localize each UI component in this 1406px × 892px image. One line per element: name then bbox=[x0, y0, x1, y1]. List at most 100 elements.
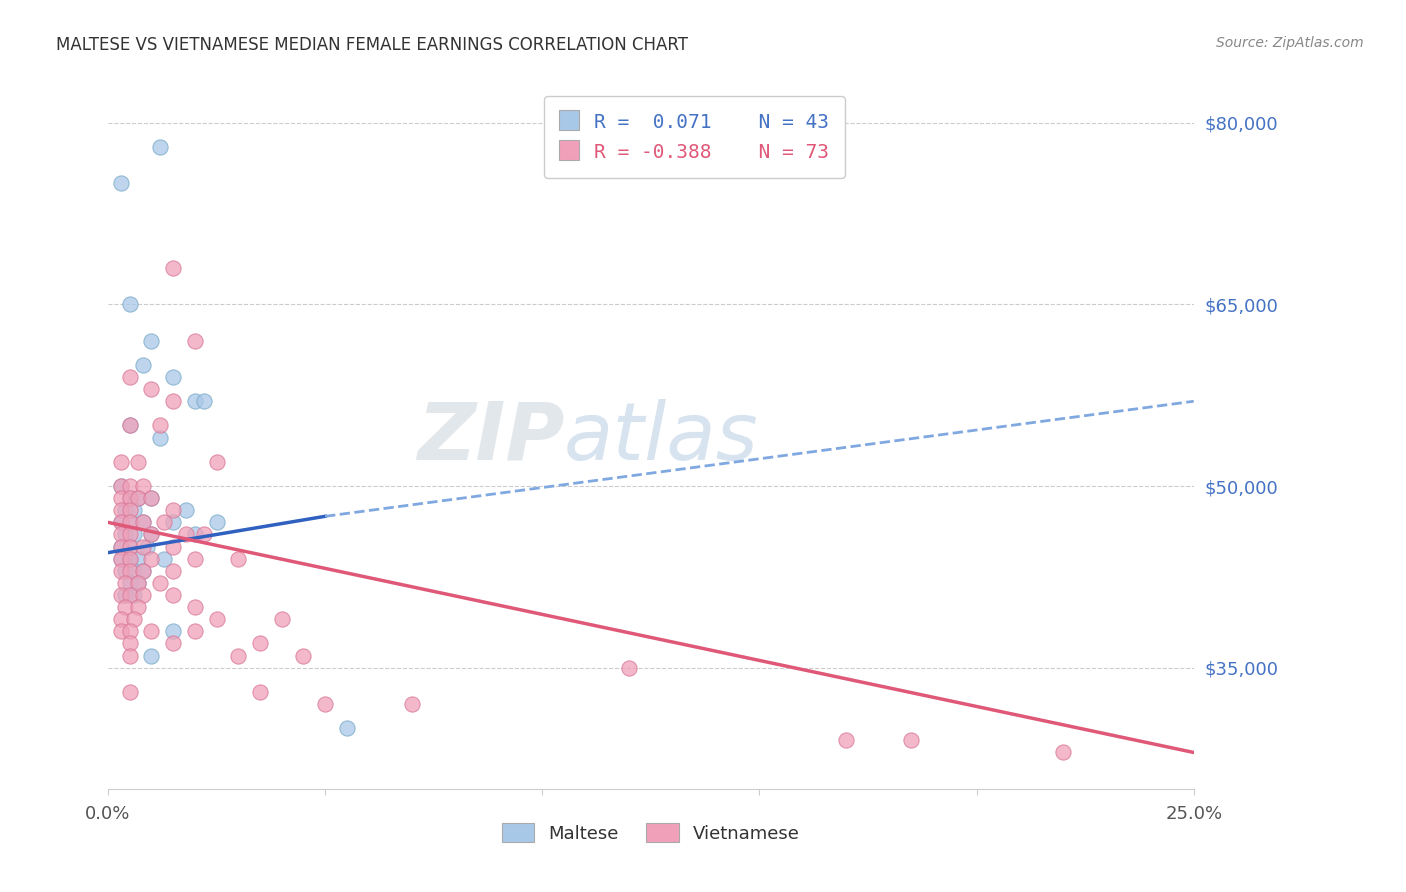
Point bbox=[110, 516, 132, 530]
Point bbox=[149, 575, 172, 590]
Point bbox=[149, 431, 172, 445]
Point bbox=[118, 648, 141, 663]
Point bbox=[132, 516, 155, 530]
Text: MALTESE VS VIETNAMESE MEDIAN FEMALE EARNINGS CORRELATION CHART: MALTESE VS VIETNAMESE MEDIAN FEMALE EARN… bbox=[56, 36, 689, 54]
Point bbox=[118, 418, 141, 433]
Point bbox=[122, 527, 145, 541]
Point bbox=[184, 551, 207, 566]
Point bbox=[226, 551, 249, 566]
Point bbox=[118, 370, 141, 384]
Point bbox=[205, 612, 228, 626]
Point bbox=[132, 516, 155, 530]
Point bbox=[110, 527, 132, 541]
Point bbox=[127, 491, 149, 505]
Point bbox=[184, 394, 207, 409]
Point bbox=[132, 564, 155, 578]
Point bbox=[114, 564, 136, 578]
Point bbox=[118, 503, 141, 517]
Point bbox=[205, 516, 228, 530]
Point bbox=[118, 564, 141, 578]
Point bbox=[110, 479, 132, 493]
Point bbox=[162, 503, 184, 517]
Point bbox=[118, 588, 141, 602]
Point bbox=[110, 551, 132, 566]
Point bbox=[118, 540, 141, 554]
Point bbox=[184, 334, 207, 348]
Text: atlas: atlas bbox=[564, 399, 759, 476]
Point bbox=[114, 575, 136, 590]
Point bbox=[118, 418, 141, 433]
Text: Source: ZipAtlas.com: Source: ZipAtlas.com bbox=[1216, 36, 1364, 50]
Point bbox=[141, 527, 163, 541]
Point bbox=[118, 540, 141, 554]
Point bbox=[114, 588, 136, 602]
Point bbox=[184, 600, 207, 615]
Point bbox=[249, 636, 271, 650]
Point bbox=[127, 491, 149, 505]
Point bbox=[1052, 746, 1074, 760]
Point bbox=[193, 527, 215, 541]
Point bbox=[122, 612, 145, 626]
Point bbox=[141, 382, 163, 396]
Point bbox=[141, 491, 163, 505]
Point bbox=[162, 636, 184, 650]
Point bbox=[401, 697, 423, 711]
Point bbox=[900, 733, 922, 747]
Point bbox=[193, 394, 215, 409]
Point bbox=[118, 297, 141, 311]
Point bbox=[249, 685, 271, 699]
Point bbox=[184, 527, 207, 541]
Point bbox=[153, 516, 176, 530]
Point bbox=[132, 540, 155, 554]
Point bbox=[270, 612, 292, 626]
Point bbox=[110, 176, 132, 190]
Point bbox=[110, 503, 132, 517]
Point bbox=[141, 527, 163, 541]
Point bbox=[174, 503, 197, 517]
Point bbox=[118, 516, 141, 530]
Point bbox=[132, 358, 155, 372]
Point bbox=[118, 624, 141, 639]
Point bbox=[174, 527, 197, 541]
Point bbox=[292, 648, 315, 663]
Point bbox=[141, 334, 163, 348]
Point bbox=[110, 612, 132, 626]
Point bbox=[110, 624, 132, 639]
Point bbox=[132, 479, 155, 493]
Point bbox=[132, 564, 155, 578]
Point bbox=[110, 491, 132, 505]
Point bbox=[141, 551, 163, 566]
Point bbox=[118, 575, 141, 590]
Point bbox=[118, 551, 141, 566]
Point bbox=[162, 624, 184, 639]
Point bbox=[141, 491, 163, 505]
Point bbox=[110, 588, 132, 602]
Point bbox=[184, 624, 207, 639]
Text: ZIP: ZIP bbox=[416, 399, 564, 476]
Point bbox=[162, 540, 184, 554]
Point bbox=[118, 527, 141, 541]
Point bbox=[835, 733, 858, 747]
Point bbox=[314, 697, 336, 711]
Point bbox=[127, 575, 149, 590]
Point bbox=[114, 503, 136, 517]
Point bbox=[136, 540, 159, 554]
Point bbox=[617, 661, 640, 675]
Point bbox=[127, 455, 149, 469]
Point bbox=[110, 551, 132, 566]
Point bbox=[127, 600, 149, 615]
Point bbox=[149, 418, 172, 433]
Point bbox=[226, 648, 249, 663]
Point bbox=[118, 479, 141, 493]
Point bbox=[162, 370, 184, 384]
Point bbox=[132, 588, 155, 602]
Point bbox=[110, 479, 132, 493]
Point bbox=[162, 564, 184, 578]
Point bbox=[141, 624, 163, 639]
Point bbox=[110, 455, 132, 469]
Point bbox=[127, 575, 149, 590]
Point bbox=[118, 491, 141, 505]
Point bbox=[122, 588, 145, 602]
Point bbox=[162, 394, 184, 409]
Point bbox=[162, 516, 184, 530]
